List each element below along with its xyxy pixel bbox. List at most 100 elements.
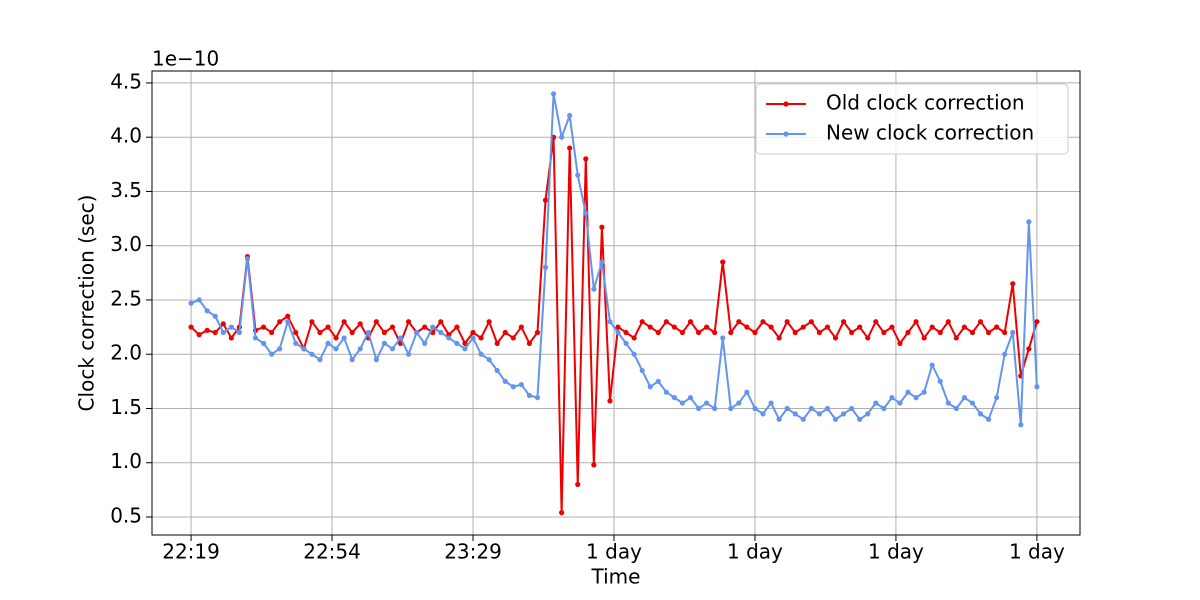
data-point: [889, 395, 895, 401]
data-point: [631, 351, 637, 357]
data-point: [913, 319, 919, 325]
data-point: [905, 329, 911, 336]
data-point: [357, 321, 363, 327]
data-point: [269, 329, 275, 336]
data-point: [478, 351, 484, 357]
data-point: [840, 411, 847, 417]
data-point: [800, 324, 806, 330]
data-point: [824, 324, 831, 330]
data-point: [591, 286, 597, 292]
data-point: [405, 319, 412, 325]
data-point: [695, 405, 702, 412]
data-point: [800, 416, 806, 422]
data-point: [792, 411, 798, 417]
x-axis-label: Time: [591, 565, 641, 589]
data-point: [816, 411, 823, 417]
data-point: [518, 382, 524, 388]
data-point: [301, 346, 307, 352]
data-point: [961, 395, 968, 401]
data-point: [704, 400, 710, 406]
data-point: [728, 405, 734, 412]
data-point: [615, 324, 621, 330]
data-point: [236, 329, 243, 336]
data-point: [228, 324, 234, 330]
data-point: [744, 389, 750, 395]
data-point: [1026, 219, 1032, 225]
data-point: [1010, 281, 1016, 287]
data-point: [422, 324, 428, 330]
data-point: [679, 329, 686, 336]
data-point: [945, 319, 951, 325]
data-point: [1034, 384, 1040, 390]
y-offset-label: 1e−10: [152, 47, 219, 71]
data-point: [244, 256, 251, 262]
data-point: [768, 324, 774, 330]
data-point: [430, 324, 436, 330]
data-point: [389, 346, 396, 352]
data-point: [977, 411, 984, 417]
y-tick-label: 1.5: [110, 395, 142, 419]
data-point: [671, 395, 678, 401]
data-point: [623, 340, 629, 346]
data-point: [422, 340, 428, 346]
data-point: [945, 400, 951, 406]
data-point: [977, 319, 984, 325]
data-point: [583, 210, 589, 216]
data-point: [921, 389, 927, 395]
data-point: [349, 357, 355, 363]
data-point: [760, 411, 766, 417]
data-point: [381, 329, 388, 336]
data-point: [567, 145, 573, 151]
data-point: [752, 329, 758, 336]
data-point: [623, 329, 629, 336]
data-point: [317, 329, 323, 336]
data-point: [913, 395, 919, 401]
data-point: [518, 324, 524, 330]
data-point: [381, 340, 388, 346]
data-point: [881, 329, 887, 336]
data-point: [873, 400, 879, 406]
data-point: [615, 329, 621, 336]
y-tick-label: 2.0: [110, 341, 142, 365]
y-tick-label: 0.5: [110, 503, 142, 527]
x-tick-label: 22:54: [303, 540, 361, 564]
data-point: [397, 335, 404, 341]
data-point: [575, 481, 581, 488]
data-point: [438, 329, 444, 336]
legend-label: Old clock correction: [826, 91, 1025, 115]
data-point: [220, 329, 226, 336]
data-point: [333, 346, 339, 352]
data-point: [720, 335, 726, 341]
data-point: [865, 335, 871, 341]
data-point: [663, 389, 669, 395]
data-point: [575, 172, 581, 178]
data-point: [647, 324, 653, 330]
data-point: [293, 340, 299, 346]
legend-label: New clock correction: [826, 121, 1034, 145]
data-point: [752, 405, 758, 412]
data-point: [277, 346, 283, 352]
legend-marker: [783, 131, 789, 137]
data-point: [1026, 346, 1032, 352]
legend-marker: [783, 101, 789, 107]
data-point: [985, 416, 992, 422]
data-point: [542, 264, 549, 271]
data-point: [526, 392, 533, 399]
data-point: [478, 335, 484, 341]
data-point: [470, 329, 476, 336]
data-point: [824, 405, 831, 412]
data-point: [559, 134, 565, 140]
data-point: [260, 324, 267, 330]
data-point: [285, 313, 291, 319]
data-point: [768, 400, 774, 406]
data-point: [969, 329, 976, 336]
data-point: [744, 324, 750, 330]
data-point: [929, 324, 935, 330]
data-point: [897, 340, 903, 346]
data-point: [953, 405, 959, 412]
data-point: [985, 329, 992, 336]
data-point: [599, 224, 605, 230]
data-point: [559, 510, 565, 516]
legend: Old clock correction New clock correction: [755, 83, 1069, 155]
data-point: [349, 329, 355, 336]
